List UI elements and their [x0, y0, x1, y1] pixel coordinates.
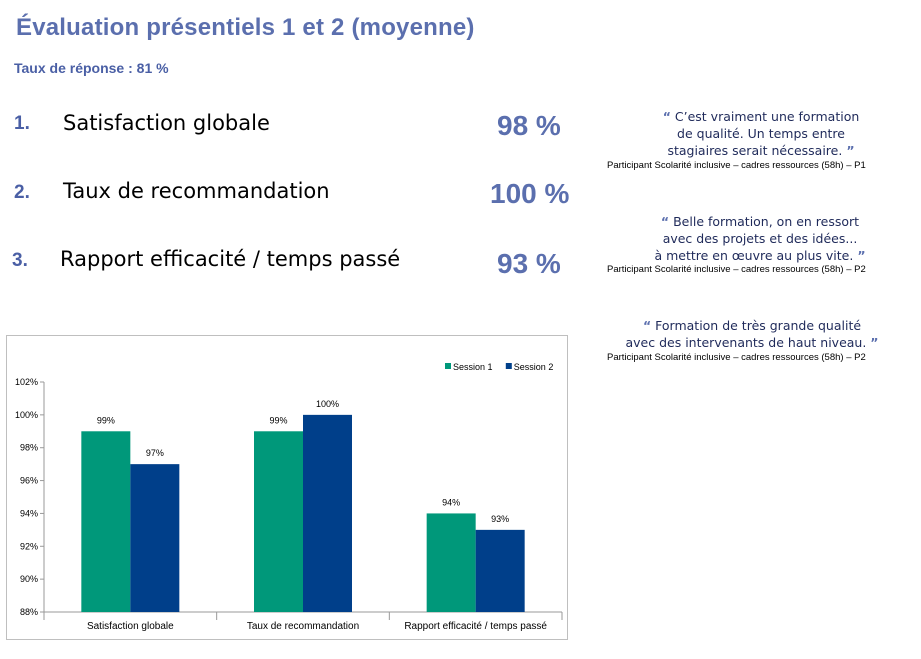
- bar-chart: 88% 90% 92% 94% 96% 98% 100% 102% 99% 97% Satisfac…: [15, 362, 563, 632]
- quote-line: Belle formation, on en ressort: [673, 214, 860, 229]
- bar-session-2: [475, 529, 525, 612]
- quote-line: à mettre en œuvre au plus vite.: [654, 248, 854, 263]
- quote-open-mark: “: [642, 318, 652, 333]
- data-label: 97%: [146, 448, 164, 458]
- metric-label-recommendation: Taux de recommandation: [63, 179, 330, 203]
- legend-swatch: [445, 363, 451, 369]
- x-tick-label: Rapport efficacité / temps passé: [404, 621, 547, 632]
- quote-line: de qualité. Un temps entre: [677, 126, 845, 141]
- y-tick-label: 100%: [15, 410, 38, 420]
- bar-session-1: [254, 431, 303, 612]
- quote-line: avec des projets et des idées...: [662, 231, 858, 246]
- metric-number-1: 1.: [14, 113, 30, 134]
- quote-3: “ Formation de très grande qualité avec …: [607, 317, 897, 351]
- legend-swatch: [505, 363, 512, 369]
- metric-label-efficiency: Rapport efficacité / temps passé: [60, 247, 401, 271]
- quote-line: Formation de très grande qualité: [655, 318, 862, 333]
- quote-open-mark: “: [660, 214, 670, 229]
- metric-value-satisfaction: 98 %: [497, 110, 561, 141]
- y-tick-label: 92%: [20, 541, 38, 551]
- quote-2: “ Belle formation, on en ressort avec de…: [630, 213, 890, 264]
- bar-session-1: [426, 513, 476, 612]
- data-label: 100%: [316, 399, 339, 409]
- metric-value-efficiency: 93 %: [497, 248, 561, 279]
- quote-attribution-1: Participant Scolarité inclusive – cadres…: [607, 160, 866, 171]
- quote-line: stagiaires serait nécessaire.: [667, 143, 843, 158]
- y-tick-label: 98%: [20, 443, 38, 453]
- bar-session-2: [130, 464, 180, 612]
- page-title: Évaluation présentiels 1 et 2 (moyenne): [16, 14, 475, 41]
- y-tick-label: 102%: [15, 377, 38, 387]
- quote-close-mark: ”: [870, 335, 879, 350]
- quote-open-mark: “: [662, 109, 671, 124]
- x-tick-label: Satisfaction globale: [87, 621, 174, 632]
- y-tick-label: 88%: [20, 607, 38, 617]
- metric-label-satisfaction: Satisfaction globale: [63, 111, 270, 135]
- quote-line: avec des intervenants de haut niveau.: [625, 335, 867, 350]
- quote-attribution-2: Participant Scolarité inclusive – cadres…: [607, 264, 866, 275]
- quote-1: “ C’est vraiment une formation de qualit…: [636, 108, 886, 159]
- bar-chart-panel: 88% 90% 92% 94% 96% 98% 100% 102% 99% 97% Satisfac…: [6, 335, 568, 640]
- y-tick-label: 96%: [20, 476, 38, 486]
- legend-label: Session 1: [453, 362, 493, 372]
- metric-number-3: 3.: [12, 250, 28, 271]
- data-label: 99%: [97, 415, 115, 425]
- quote-attribution-3: Participant Scolarité inclusive – cadres…: [607, 352, 866, 363]
- bar-session-2: [303, 414, 352, 612]
- data-label: 99%: [269, 415, 287, 425]
- data-label: 93%: [491, 514, 509, 524]
- y-tick-label: 94%: [20, 508, 38, 518]
- bar-session-1: [81, 431, 131, 612]
- metric-value-recommendation: 100 %: [490, 178, 570, 209]
- quote-line: C’est vraiment une formation: [674, 109, 860, 124]
- data-label: 94%: [442, 497, 460, 507]
- response-rate: Taux de réponse : 81 %: [14, 60, 169, 76]
- x-tick-label: Taux de recommandation: [247, 621, 359, 632]
- quote-close-mark: ”: [846, 143, 855, 158]
- legend-label: Session 2: [514, 362, 554, 372]
- metric-number-2: 2.: [14, 182, 30, 203]
- y-tick-label: 90%: [20, 574, 38, 584]
- quote-close-mark: ”: [857, 248, 866, 263]
